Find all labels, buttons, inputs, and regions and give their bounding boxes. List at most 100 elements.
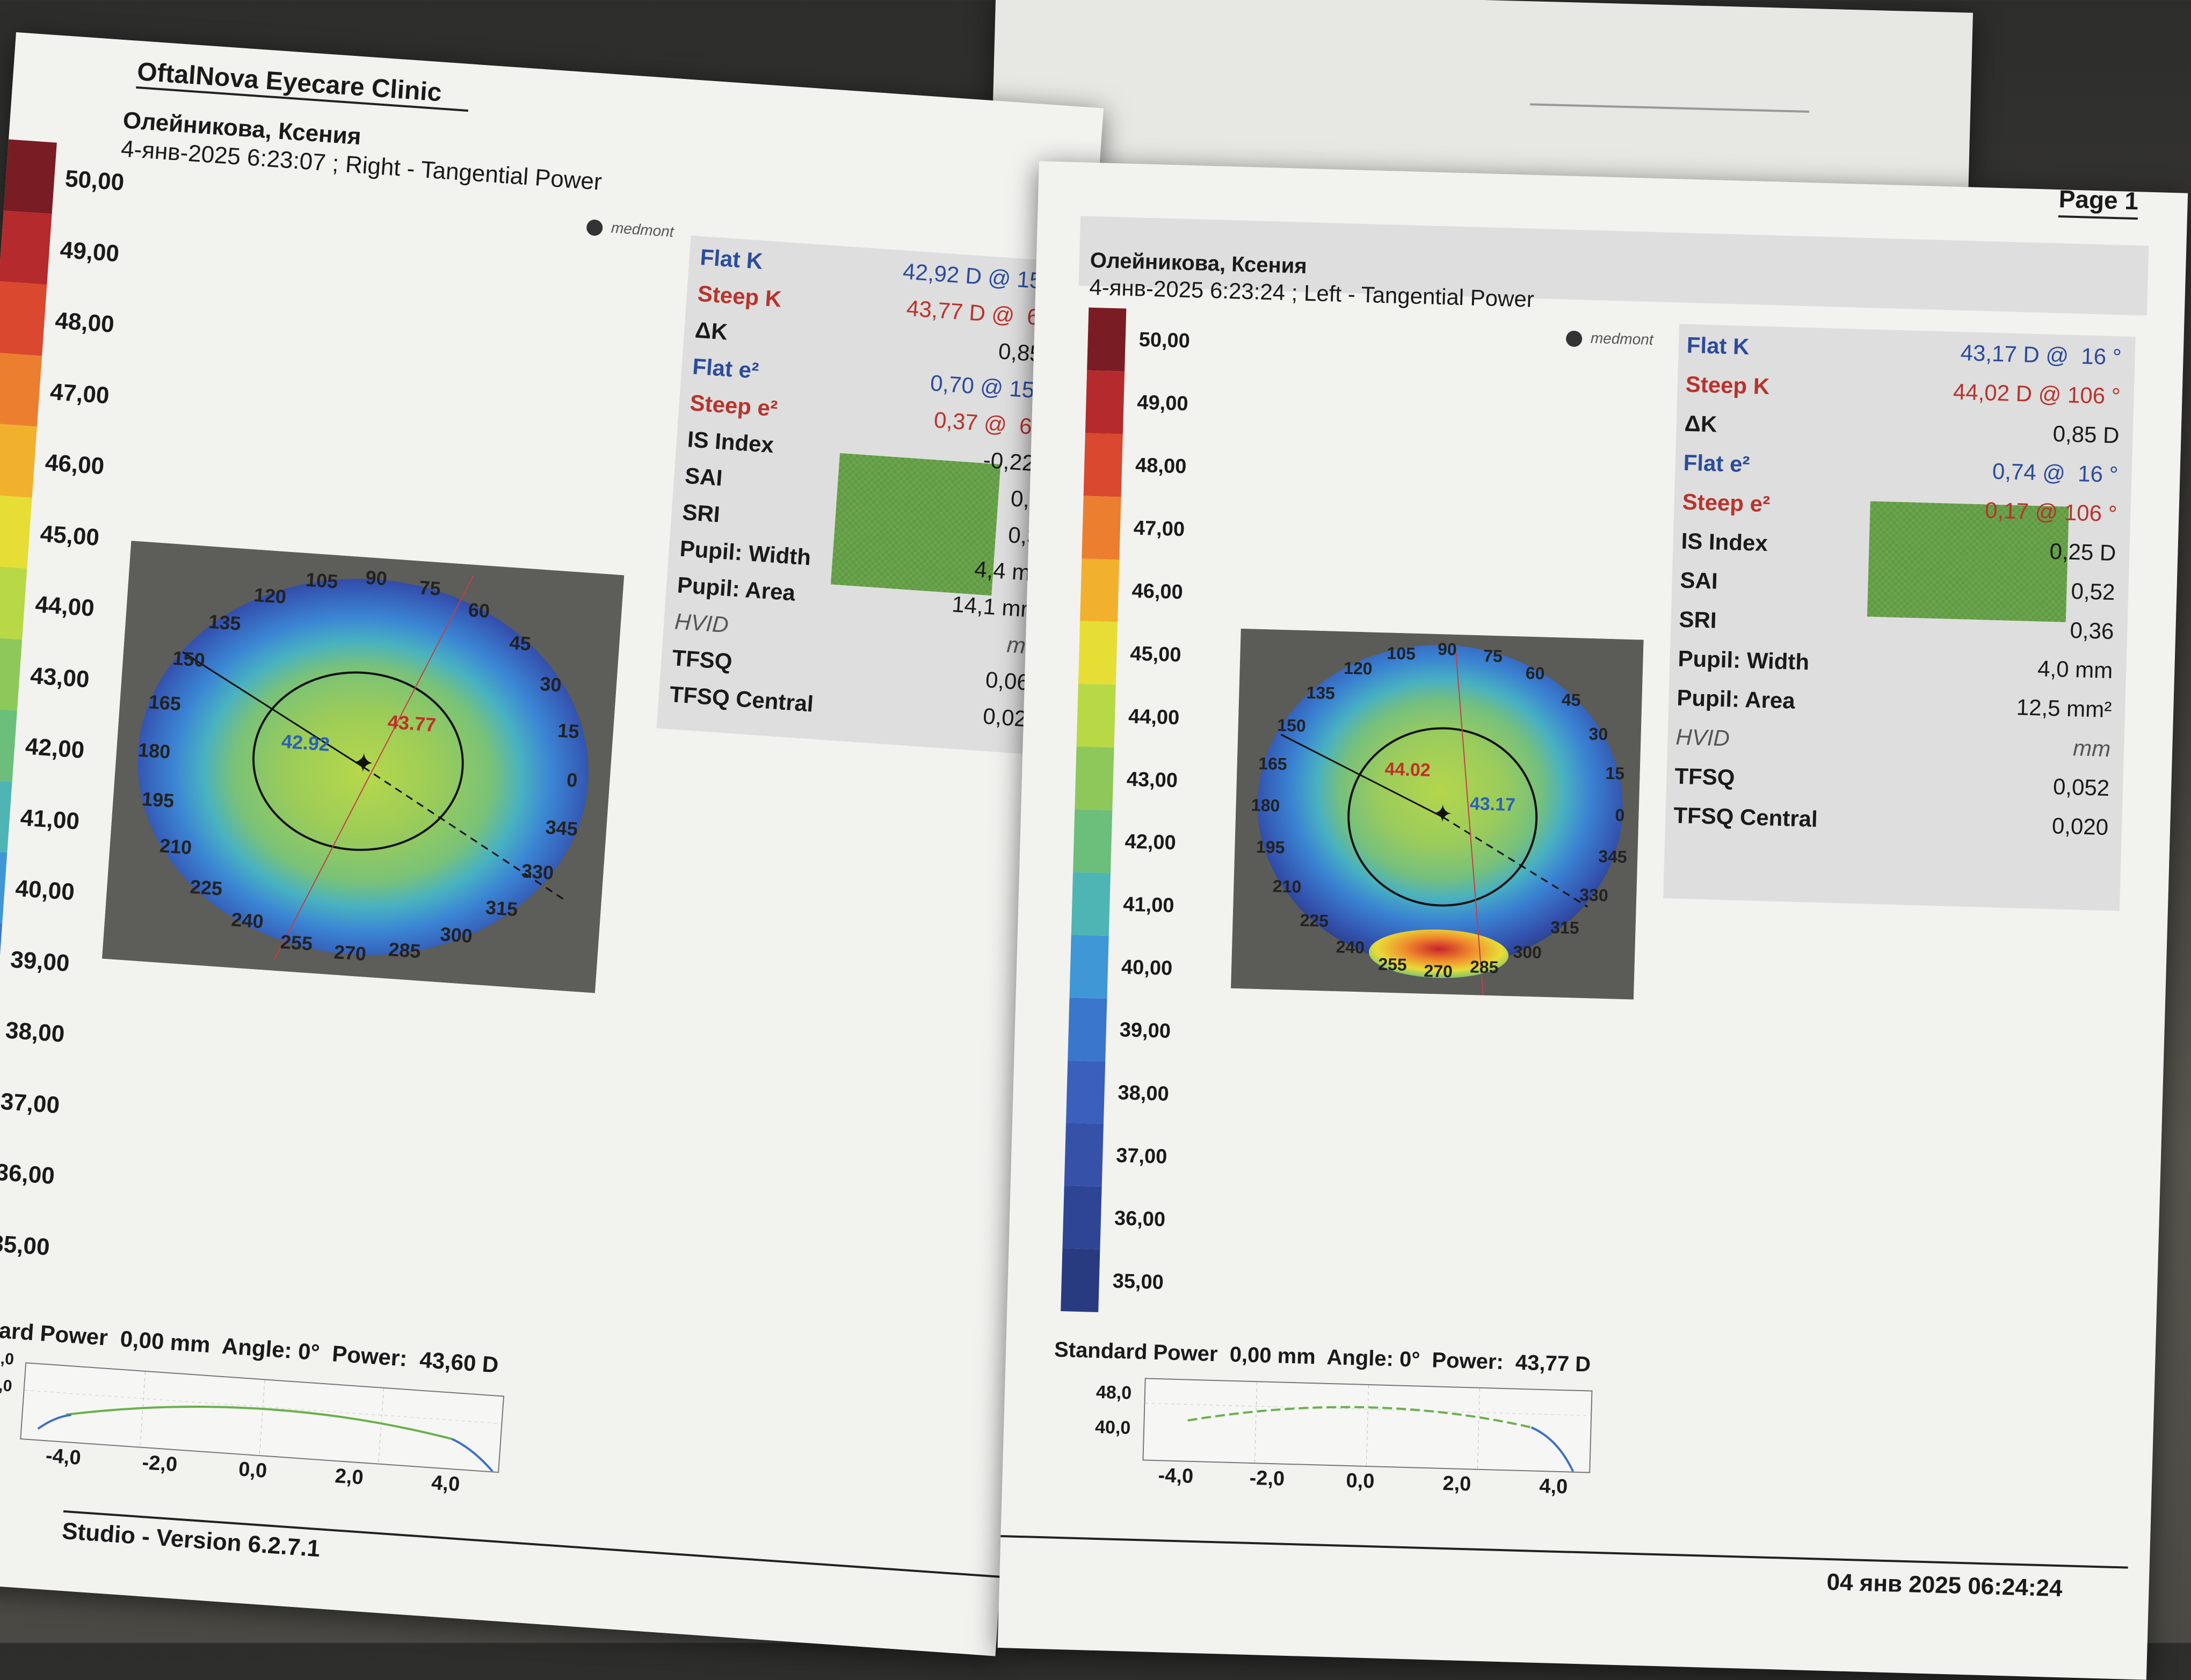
left-measure-label: Pupil: Width	[1677, 645, 1810, 675]
right-angle-label: 240	[230, 908, 264, 933]
left-scale-labels: 50,00 49,00 48,00 47,00 46,00 45,00 44,00 43,00…	[1112, 309, 1247, 1315]
right-scale-segment	[0, 565, 27, 640]
left-angle-label: 120	[1344, 658, 1373, 678]
right-angle-label: 30	[539, 673, 562, 696]
left-scale-segment	[1076, 683, 1116, 748]
left-scale-label: 50,00	[1138, 329, 1191, 353]
right-angle-label: 165	[148, 690, 182, 715]
left-scale-segment	[1065, 1060, 1106, 1124]
right-map-flat-label: 42.92	[281, 730, 331, 755]
right-scale-label: 38,00	[4, 1017, 66, 1048]
left-measure-label: TFSQ	[1674, 763, 1736, 790]
left-flat-axis-dashed	[1442, 816, 1588, 908]
left-profile-svg	[1145, 1382, 1591, 1472]
left-scale-segment	[1083, 433, 1123, 497]
right-scale-label: 50,00	[64, 165, 125, 196]
right-angle-label: 0	[566, 768, 578, 791]
left-angle-label: 105	[1387, 643, 1416, 663]
left-scale-label: 42,00	[1124, 830, 1177, 855]
right-angle-label: 300	[439, 923, 473, 947]
left-measure-label: SRI	[1678, 606, 1717, 633]
left-profile-graph	[1142, 1378, 1593, 1473]
left-measure-value: 0,052	[2052, 774, 2110, 801]
right-angle-label: 330	[521, 860, 555, 884]
left-angle-labels: 105 90 75 120 60 135 45 150 30 165 15 180 0 195 345 210…	[1251, 639, 1627, 981]
left-angle-label: 75	[1483, 646, 1503, 666]
right-angle-label: 315	[485, 896, 519, 920]
right-map-svg: ✦ 42.92 43.77 105 90 751206013545150301651…	[102, 541, 625, 993]
right-measure-label: ΔK	[694, 317, 729, 345]
right-measure-label: SAI	[684, 462, 723, 491]
left-eye-sheet: Page 1 Олейникова, Ксения 4-янв-2025 6:2…	[997, 161, 2188, 1680]
right-flat-axis-line	[182, 651, 364, 768]
right-angle-labels: 105 90 75 120 60 135 45 150 30 165 15 180 0 195 345 210…	[137, 566, 580, 965]
left-scale-label: 41,00	[1122, 893, 1175, 918]
left-angle-label: 90	[1438, 639, 1457, 659]
left-scale-segment	[1071, 872, 1111, 936]
left-scale-segment	[1064, 1123, 1104, 1187]
left-graph-ytick-top: 48,0	[1096, 1381, 1132, 1403]
left-center-marker: ✦	[1432, 799, 1453, 828]
right-angle-label: 210	[159, 834, 193, 859]
left-scale-segment	[1075, 746, 1114, 811]
right-scale-label: 37,00	[0, 1088, 61, 1119]
left-angle-label: 300	[1513, 942, 1542, 962]
right-scale-label: 41,00	[19, 804, 81, 835]
right-scale-label: 44,00	[34, 591, 96, 622]
right-scale-segment	[0, 849, 8, 923]
left-medmont-logo: medmont	[1565, 329, 1653, 349]
right-steep-axis-line	[273, 575, 474, 961]
left-angle-label: 45	[1561, 690, 1581, 710]
left-angle-label: 165	[1258, 754, 1287, 774]
left-measure-label: TFSQ Central	[1673, 802, 1818, 832]
right-scale-label: 39,00	[9, 946, 71, 977]
left-angle-label: 240	[1336, 937, 1365, 957]
right-scale-segment	[0, 423, 37, 498]
left-map-steep-label: 44.02	[1384, 759, 1431, 780]
right-angle-label: 120	[253, 584, 287, 608]
right-measure-label: IS Index	[686, 426, 775, 458]
left-angle-label: 150	[1277, 715, 1306, 735]
right-center-marker: ✦	[351, 747, 376, 779]
left-scale-label: 35,00	[1112, 1269, 1164, 1294]
left-measure-value: 0,020	[2051, 813, 2109, 840]
right-graph-ytick-bottom: 40,0	[0, 1375, 13, 1395]
left-scale-label: 46,00	[1131, 579, 1184, 604]
medmont-icon	[586, 219, 604, 236]
left-measure-value: 0,52	[2070, 578, 2116, 605]
left-graph-xtick-2: 0,0	[1346, 1469, 1375, 1493]
right-measure-label: TFSQ	[671, 645, 734, 674]
right-exam-line: 4-янв-2025 6:23:07 ; Right - Tangential …	[120, 135, 603, 195]
left-map-flat-label: 43.17	[1469, 794, 1515, 815]
right-angle-label: 195	[141, 788, 175, 812]
right-scale-label: 36,00	[0, 1159, 56, 1190]
left-scale-label: 38,00	[1118, 1081, 1170, 1106]
left-angle-label: 135	[1306, 683, 1335, 703]
right-scale-label: 47,00	[49, 378, 111, 409]
right-scale-label: 42,00	[24, 733, 85, 764]
right-scale-segment	[3, 139, 57, 214]
right-scale-segment	[0, 210, 52, 285]
left-scale-label: 37,00	[1115, 1144, 1167, 1168]
right-scale-label: 48,00	[54, 307, 115, 338]
left-standard-power: Standard Power 0,00 mm Angle: 0° Power: …	[1054, 1337, 1591, 1377]
right-graph-ytick-top: 48,0	[0, 1348, 15, 1369]
left-angle-label: 60	[1525, 663, 1545, 683]
left-angle-label: 345	[1598, 847, 1627, 867]
left-scale-segment	[1062, 1186, 1102, 1250]
left-scale-label: 43,00	[1126, 768, 1178, 792]
right-scale-label: 45,00	[39, 520, 100, 551]
left-angle-label: 30	[1588, 724, 1608, 744]
right-scale-segment	[0, 281, 47, 356]
left-measure-value: 0,74 @ 16 °	[1992, 458, 2119, 488]
right-scale-label: 46,00	[44, 449, 105, 480]
left-measure-value: 12,5 mm²	[2016, 694, 2112, 723]
right-scale-segment	[0, 920, 3, 994]
left-scale-label: 44,00	[1128, 705, 1180, 729]
left-footer-rule	[1000, 1535, 2128, 1569]
left-measure-label: Pupil: Area	[1676, 685, 1796, 714]
left-scale-label: 39,00	[1119, 1019, 1171, 1043]
left-measure-value: mm	[2072, 735, 2111, 762]
left-measure-value: 43,17 D @ 16 °	[1960, 340, 2122, 370]
right-angle-label: 255	[280, 930, 314, 955]
